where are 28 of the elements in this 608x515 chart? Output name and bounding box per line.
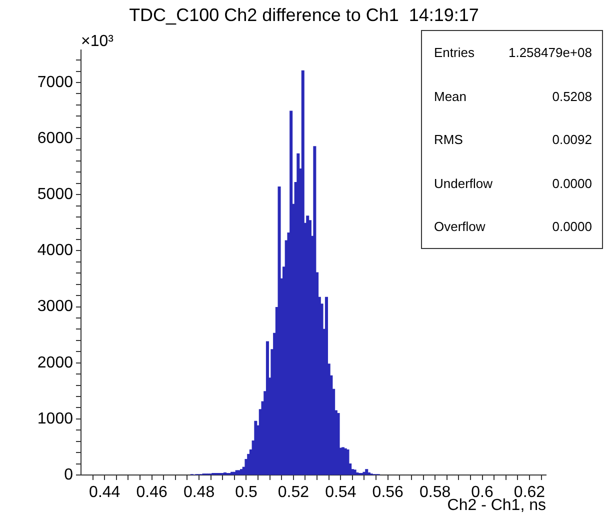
chart-title: TDC_C100 Ch2 difference to Ch1 14:19:17 <box>129 5 479 25</box>
text: 0.0092 <box>552 132 592 147</box>
y-tick-label: 1000 <box>37 410 74 428</box>
annotation: ×10³ <box>81 33 114 50</box>
text: 0.0000 <box>552 176 592 190</box>
x-tick-label: 0.56 <box>372 484 404 502</box>
x-tick-label: 0.48 <box>183 484 215 502</box>
annotation: 1.258479e+08 <box>508 45 592 60</box>
annotation: RMS <box>434 132 463 147</box>
annotation: Mean <box>434 88 467 104</box>
y-tick-label: 3000 <box>37 298 74 316</box>
x-tick-label: 0.52 <box>278 484 310 502</box>
annotation: Entries <box>434 45 474 60</box>
y-tick-label: 5000 <box>37 186 74 204</box>
y-tick-label: 0 <box>64 466 74 484</box>
y-tick-label: 4000 <box>37 242 74 260</box>
y-tick-label: 7000 <box>37 74 74 91</box>
x-tick-label: 0.46 <box>136 484 168 502</box>
x-tick-label: 0.5 <box>235 484 258 502</box>
x-tick-label: 0.44 <box>89 484 120 502</box>
y-tick-label: 6000 <box>37 130 74 147</box>
x-axis-title: Ch2 - Ch1, ns <box>447 497 546 514</box>
annotation: Underflow <box>434 176 493 190</box>
y-tick-label: 2000 <box>37 354 74 372</box>
text: 0.5208 <box>552 88 592 104</box>
x-tick-label: 0.54 <box>325 484 356 502</box>
annotation: Overflow <box>434 219 486 234</box>
text: 0.0000 <box>552 219 592 234</box>
